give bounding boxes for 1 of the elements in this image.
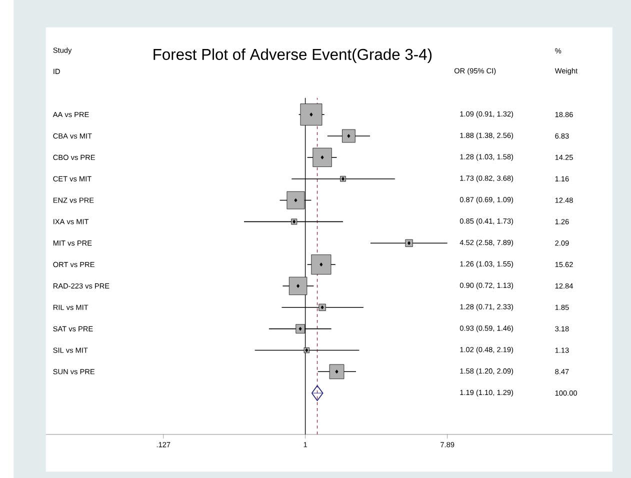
chart-title: Forest Plot of Adverse Event(Grade 3-4) [154, 48, 432, 63]
